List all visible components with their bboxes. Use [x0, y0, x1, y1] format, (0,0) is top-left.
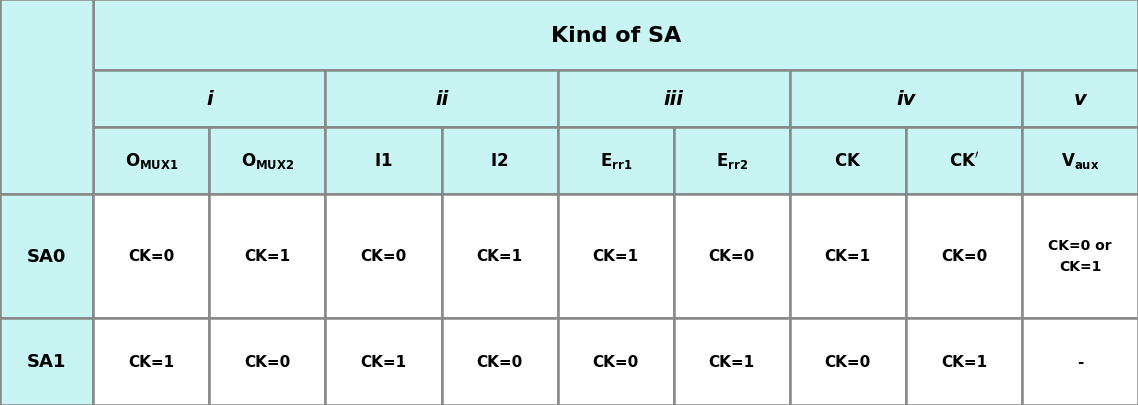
Bar [674, 318, 790, 405]
Text: CK=1: CK=1 [941, 354, 987, 369]
Bar [442, 194, 558, 318]
Text: $\mathbf{E}_{\mathbf{rr2}}$: $\mathbf{E}_{\mathbf{rr2}}$ [716, 151, 748, 171]
Bar [790, 71, 1022, 128]
Bar [209, 318, 325, 405]
Bar [93, 194, 209, 318]
Bar [1022, 71, 1138, 128]
Text: $\mathbf{I2}$: $\mathbf{I2}$ [490, 152, 509, 170]
Bar [674, 128, 790, 194]
Text: CK=0 or
CK=1: CK=0 or CK=1 [1048, 239, 1112, 273]
Text: $\mathbf{O}_{\mathbf{MUX1}}$: $\mathbf{O}_{\mathbf{MUX1}}$ [124, 151, 179, 171]
Text: CK=1: CK=1 [709, 354, 754, 369]
Bar [93, 71, 325, 128]
Bar [0, 0, 93, 194]
Bar [1022, 194, 1138, 318]
Text: CK=0: CK=0 [709, 249, 754, 264]
Text: CK=1: CK=1 [477, 249, 522, 264]
Text: CK=0: CK=0 [245, 354, 290, 369]
Bar [325, 318, 442, 405]
Text: iii: iii [663, 90, 684, 109]
Text: $\mathbf{CK'}$: $\mathbf{CK'}$ [949, 151, 979, 171]
Bar [906, 318, 1022, 405]
Text: CK=0: CK=0 [941, 249, 987, 264]
Bar [442, 128, 558, 194]
Bar [674, 194, 790, 318]
Text: $\mathbf{O}_{\mathbf{MUX2}}$: $\mathbf{O}_{\mathbf{MUX2}}$ [241, 151, 294, 171]
Bar [558, 318, 674, 405]
Text: CK=0: CK=0 [361, 249, 406, 264]
Text: $\mathbf{I1}$: $\mathbf{I1}$ [374, 152, 393, 170]
Bar [558, 71, 790, 128]
Text: ii: ii [435, 90, 448, 109]
Bar [558, 194, 674, 318]
Bar [558, 128, 674, 194]
Bar [1022, 318, 1138, 405]
Text: CK=1: CK=1 [129, 354, 174, 369]
Text: i: i [206, 90, 213, 109]
Text: CK=1: CK=1 [361, 354, 406, 369]
Bar [0, 318, 93, 405]
Bar [93, 0, 1138, 71]
Bar [93, 128, 209, 194]
Bar [209, 128, 325, 194]
Bar [209, 194, 325, 318]
Text: CK=0: CK=0 [825, 354, 871, 369]
Bar [442, 318, 558, 405]
Text: CK=0: CK=0 [129, 249, 174, 264]
Bar [93, 318, 209, 405]
Bar [906, 128, 1022, 194]
Text: CK=1: CK=1 [245, 249, 290, 264]
Bar [790, 318, 906, 405]
Text: $\mathbf{CK}$: $\mathbf{CK}$ [834, 152, 861, 170]
Text: SA0: SA0 [27, 247, 66, 265]
Text: Kind of SA: Kind of SA [551, 26, 681, 45]
Bar [325, 71, 558, 128]
Text: CK=0: CK=0 [593, 354, 638, 369]
Bar [906, 194, 1022, 318]
Text: iv: iv [896, 90, 916, 109]
Bar [790, 128, 906, 194]
Text: CK=1: CK=1 [825, 249, 871, 264]
Bar [325, 128, 442, 194]
Text: CK=0: CK=0 [477, 354, 522, 369]
Text: SA1: SA1 [27, 352, 66, 371]
Bar [325, 194, 442, 318]
Text: -: - [1077, 354, 1083, 369]
Text: CK=1: CK=1 [593, 249, 638, 264]
Text: $\mathbf{V}_{\mathbf{aux}}$: $\mathbf{V}_{\mathbf{aux}}$ [1061, 151, 1099, 171]
Bar [790, 194, 906, 318]
Bar [1022, 128, 1138, 194]
Text: v: v [1073, 90, 1087, 109]
Text: $\mathbf{E}_{\mathbf{rr1}}$: $\mathbf{E}_{\mathbf{rr1}}$ [600, 151, 632, 171]
Bar [0, 194, 93, 318]
